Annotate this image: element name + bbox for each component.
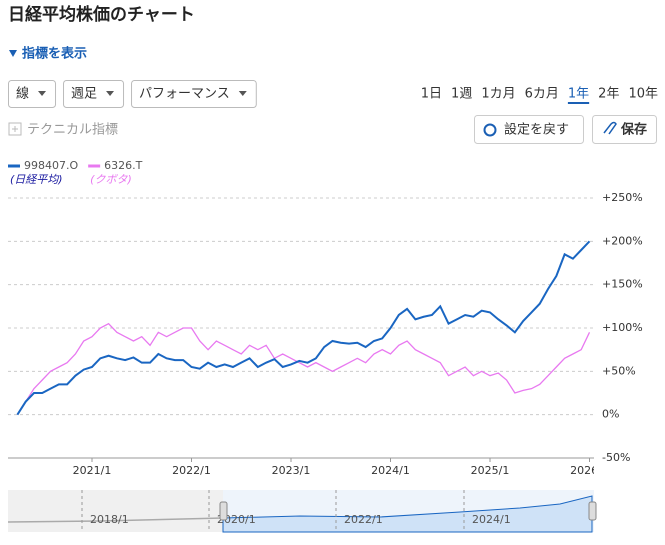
dropdown-label: 週足 <box>71 87 97 102</box>
technical[interactable]: テクニカル指標 <box>27 123 118 138</box>
y-tick-label: +100% <box>602 321 643 334</box>
dropdowns: 線 週足 パフォーマンス <box>8 80 257 108</box>
title: 日経平均株価のチャート <box>8 4 195 25</box>
legend: 998407.O(日経平均) 6326.T(クボタ) <box>8 159 143 186</box>
tech-icon <box>8 122 22 136</box>
period[interactable]: 1カ月 <box>481 87 515 102</box>
nav-handle[interactable] <box>219 501 228 521</box>
series-line <box>16 322 591 416</box>
periods: 10年 2年 1年 6カ月 1カ月 1週 1日 <box>421 87 658 104</box>
x-ticks: 2021/1 2022/1 2023/1 2024/1 2025/1 2026/1 <box>73 458 609 477</box>
legend-name[interactable]: 998407.O <box>24 159 78 172</box>
nav-hist <box>7 517 224 523</box>
indicator-toggle[interactable]: 指標を表示 <box>22 46 87 62</box>
save-button[interactable] <box>592 115 657 144</box>
dropdown[interactable] <box>131 80 257 108</box>
save-label: 保存 <box>620 122 647 138</box>
nav-left <box>8 490 223 532</box>
dropdown[interactable] <box>63 80 125 108</box>
legend-sub: (クボタ) <box>90 173 132 186</box>
plot: +250% +200% +150% +100% +50% 0% -50% 2021/1 2022… <box>8 191 643 477</box>
dropdown-label: 線 <box>16 86 29 102</box>
nav-label: 2022/1 <box>344 513 383 526</box>
y-tick-label: -50% <box>602 451 630 464</box>
dropdown-arrow <box>238 91 247 96</box>
legend-name[interactable]: 6326.T <box>104 159 142 172</box>
dropdown-arrow <box>106 91 115 96</box>
series-line <box>16 240 591 416</box>
y-tick-label: +50% <box>602 364 636 377</box>
legend-sub: (日経平均) <box>10 173 63 186</box>
x-tick-label: 2025/1 <box>471 464 510 477</box>
reset-button[interactable] <box>474 115 584 144</box>
x-tick-label: 2026/1 <box>570 464 609 477</box>
navigator: 2018/1 2020/1 2022/1 2024/1 <box>81 490 511 532</box>
dropdown-label: パフォーマンス <box>139 87 230 102</box>
period[interactable]: 6カ月 <box>525 87 559 102</box>
y-tick-label: +250% <box>602 191 643 204</box>
y-tick-label: 0% <box>602 408 619 421</box>
period[interactable]: 1日 <box>421 87 442 102</box>
nav-label: 2024/1 <box>472 513 511 526</box>
period[interactable]: 10年 <box>628 87 658 102</box>
period[interactable]: 1年 <box>568 87 589 102</box>
y-tick-label: +200% <box>602 234 643 247</box>
x-tick-label: 2022/1 <box>172 464 211 477</box>
x-tick-label: 2024/1 <box>371 464 410 477</box>
reset-icon <box>483 123 497 137</box>
y-tick-label: +150% <box>602 278 643 291</box>
period[interactable]: 1週 <box>451 87 472 102</box>
period[interactable]: 2年 <box>598 87 619 102</box>
reset-label: 設定を戻す <box>504 122 569 138</box>
dropdown[interactable] <box>8 80 57 108</box>
nav-handle[interactable] <box>588 501 597 521</box>
save-icon <box>603 121 617 135</box>
tech-plus <box>12 126 18 132</box>
dropdown-arrow <box>38 91 47 96</box>
x-tick-label: 2023/1 <box>272 464 311 477</box>
nav-area <box>222 495 593 533</box>
x-tick-label: 2021/1 <box>73 464 112 477</box>
nav-label: 2018/1 <box>90 513 129 526</box>
toggle-icon <box>9 50 17 57</box>
